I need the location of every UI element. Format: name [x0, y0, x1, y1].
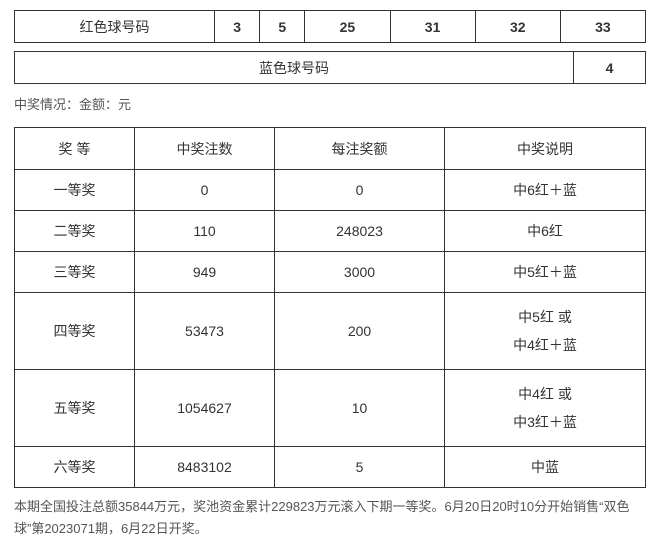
table-row: 一等奖00中6红＋蓝 [15, 170, 646, 211]
prize-tier: 三等奖 [15, 252, 135, 293]
status-line: 中奖情况：金额：元 [14, 94, 646, 113]
prize-tier: 四等奖 [15, 293, 135, 370]
red-ball-table: 红色球号码 3 5 25 31 32 33 [14, 10, 646, 43]
prize-tier: 二等奖 [15, 211, 135, 252]
table-row: 四等奖53473200中5红 或中4红＋蓝 [15, 293, 646, 370]
prize-count: 949 [135, 252, 275, 293]
prize-desc: 中5红＋蓝 [445, 252, 646, 293]
prize-desc: 中5红 或中4红＋蓝 [445, 293, 646, 370]
red-ball-number: 33 [560, 11, 645, 43]
footer-text: 本期全国投注总额35844万元，奖池资金累计229823万元滚入下期一等奖。6月… [14, 496, 646, 540]
prize-tbody: 一等奖00中6红＋蓝二等奖110248023中6红三等奖9493000中5红＋蓝… [15, 170, 646, 488]
prize-desc: 中蓝 [445, 447, 646, 488]
prize-amount: 200 [275, 293, 445, 370]
prize-tier: 六等奖 [15, 447, 135, 488]
red-ball-number: 32 [475, 11, 560, 43]
red-ball-number: 5 [260, 11, 305, 43]
prize-table: 奖 等 中奖注数 每注奖额 中奖说明 一等奖00中6红＋蓝二等奖11024802… [14, 127, 646, 488]
blue-ball-label: 蓝色球号码 [15, 52, 574, 84]
table-row: 六等奖84831025中蓝 [15, 447, 646, 488]
prize-header-amount: 每注奖额 [275, 128, 445, 170]
prize-tier: 五等奖 [15, 370, 135, 447]
blue-ball-number: 4 [574, 52, 646, 84]
table-row: 三等奖9493000中5红＋蓝 [15, 252, 646, 293]
prize-header-tier: 奖 等 [15, 128, 135, 170]
prize-desc: 中6红 [445, 211, 646, 252]
table-row: 五等奖105462710中4红 或中3红＋蓝 [15, 370, 646, 447]
prize-count: 1054627 [135, 370, 275, 447]
red-ball-number: 3 [215, 11, 260, 43]
prize-count: 8483102 [135, 447, 275, 488]
prize-amount: 5 [275, 447, 445, 488]
prize-amount: 0 [275, 170, 445, 211]
prize-header-row: 奖 等 中奖注数 每注奖额 中奖说明 [15, 128, 646, 170]
prize-header-count: 中奖注数 [135, 128, 275, 170]
prize-amount: 3000 [275, 252, 445, 293]
red-ball-number: 25 [305, 11, 390, 43]
prize-amount: 10 [275, 370, 445, 447]
prize-header-desc: 中奖说明 [445, 128, 646, 170]
prize-count: 53473 [135, 293, 275, 370]
prize-desc: 中4红 或中3红＋蓝 [445, 370, 646, 447]
prize-amount: 248023 [275, 211, 445, 252]
prize-tier: 一等奖 [15, 170, 135, 211]
prize-count: 110 [135, 211, 275, 252]
red-ball-number: 31 [390, 11, 475, 43]
blue-ball-table: 蓝色球号码 4 [14, 51, 646, 84]
prize-desc: 中6红＋蓝 [445, 170, 646, 211]
table-row: 二等奖110248023中6红 [15, 211, 646, 252]
red-ball-label: 红色球号码 [15, 11, 215, 43]
prize-count: 0 [135, 170, 275, 211]
